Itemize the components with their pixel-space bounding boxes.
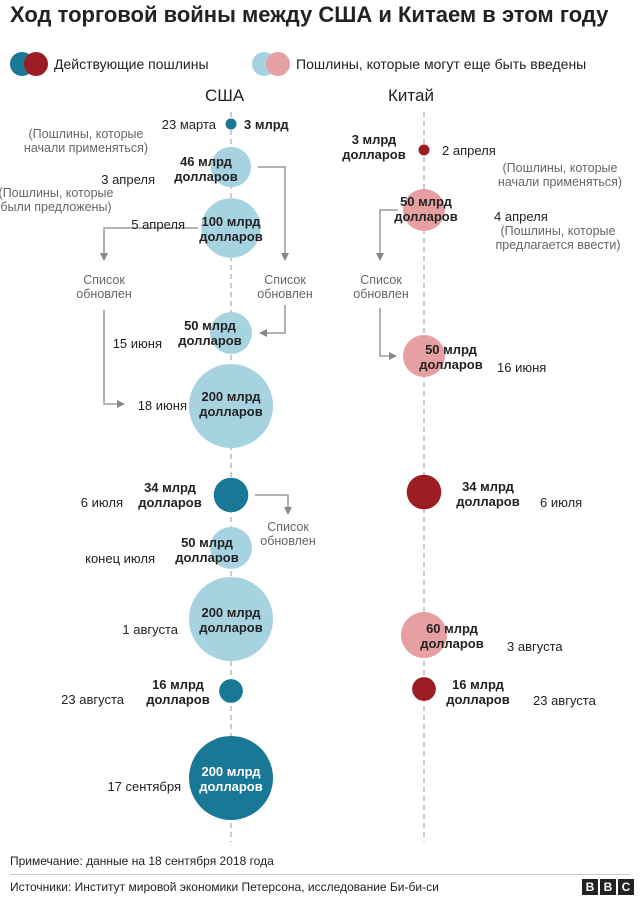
- footnote: Примечание: данные на 18 сентября 2018 г…: [10, 854, 274, 868]
- page-title: Ход торговой войны между США и Китаем в …: [10, 2, 609, 27]
- update-connector-arrow: [379, 308, 397, 360]
- usa-amount-label: 100 млрд долларов: [199, 214, 263, 244]
- china-amount-label: 34 млрд долларов: [456, 479, 520, 509]
- column-head-usa: США: [205, 86, 245, 105]
- usa-tariff-bubble: [210, 312, 252, 354]
- usa-tariff-bubble: [189, 577, 273, 661]
- timeline-diagram: 3 млрд 23 марта 46 млрд долларов 3 апреля 100…: [0, 112, 622, 842]
- legend-active-label: Действующие пошлины: [54, 56, 209, 72]
- china-date-label: 6 июля: [540, 495, 582, 510]
- update-connector-arrow: [100, 227, 198, 261]
- usa-tariff-bubble: [219, 679, 243, 703]
- usa-date-label: 18 июня: [138, 398, 187, 413]
- footer-divider: [10, 874, 630, 875]
- update-connector-arrow: [258, 166, 289, 261]
- usa-date-label: конец июля: [85, 551, 155, 566]
- china-date-label: 2 апреля: [442, 143, 496, 158]
- annotation-list-updated: Список обновлен: [353, 273, 409, 301]
- usa-date-label: 17 сентября: [107, 779, 181, 794]
- annotation-list-updated: Список обновлен: [76, 273, 132, 301]
- china-amount-label: 60 млрд долларов: [420, 621, 484, 651]
- usa-date-label: 23 марта: [162, 117, 217, 132]
- usa-amount-label: 34 млрд долларов: [138, 480, 202, 510]
- annotation-list-updated: Список обновлен: [260, 520, 316, 548]
- column-head-china: Китай: [388, 86, 434, 105]
- update-connector-arrow: [103, 310, 125, 408]
- china-amount-label: 3 млрд долларов: [342, 132, 406, 162]
- usa-date-label: 1 августа: [122, 622, 178, 637]
- usa-tariff-bubble: [210, 527, 252, 569]
- usa-amount-label: 50 млрд долларов: [178, 318, 242, 348]
- usa-date-label: 23 августа: [61, 692, 125, 707]
- usa-tariff-bubble: [189, 736, 273, 820]
- china-tariff-bubble: [403, 189, 445, 231]
- china-date-label: 3 августа: [507, 639, 563, 654]
- usa-amount-label: 46 млрд долларов: [174, 154, 238, 184]
- bbc-logo-letter: B: [600, 879, 616, 895]
- legend-china-proposed-swatch: [266, 52, 290, 76]
- china-amount-label: 16 млрд долларов: [446, 677, 510, 707]
- china-date-label: 4 апреля: [494, 209, 548, 224]
- usa-date-label: 6 июля: [81, 495, 123, 510]
- annotation-china-proposed: (Пошлины, которые предлагается ввести): [496, 224, 621, 252]
- china-date-label: 16 июня: [497, 360, 546, 375]
- usa-date-label: 5 апреля: [131, 217, 185, 232]
- usa-amount-label: 3 млрд: [244, 117, 289, 132]
- update-connector-arrow: [259, 305, 286, 337]
- bbc-logo-letter: C: [618, 879, 634, 895]
- legend-china-active-swatch: [24, 52, 48, 76]
- china-tariff-bubble: [406, 474, 442, 510]
- china-amount-label: 50 млрд долларов: [419, 342, 483, 372]
- china-tariff-bubble: [403, 335, 445, 377]
- usa-amount-label: 200 млрд долларов: [199, 389, 263, 419]
- usa-tariff-bubble: [213, 477, 249, 513]
- china-tariff-bubble: [401, 612, 447, 658]
- china-tariff-bubble: [412, 677, 436, 701]
- annotation-list-updated: Список обновлен: [257, 273, 313, 301]
- usa-tariff-bubble: [210, 146, 252, 188]
- usa-tariff-bubble: [225, 118, 237, 130]
- bbc-logo-letter: B: [582, 879, 598, 895]
- china-date-label: 23 августа: [533, 693, 597, 708]
- update-connector-arrow: [376, 209, 398, 261]
- usa-date-label: 15 июня: [113, 336, 162, 351]
- annotation-usa-proposed: (Пошлины, которые были предложены): [0, 186, 114, 214]
- annotation-usa-started: (Пошлины, которые начали применяться): [24, 127, 148, 155]
- source-credit: Источники: Институт мировой экономики Пе…: [10, 880, 439, 894]
- bbc-logo: B B C: [582, 879, 634, 895]
- china-amount-label: 50 млрд долларов: [394, 194, 458, 224]
- usa-amount-label: 200 млрд долларов: [199, 764, 263, 794]
- annotation-china-started: (Пошлины, которые начали применяться): [498, 161, 622, 189]
- usa-tariff-bubble: [201, 198, 261, 258]
- legend-proposed-label: Пошлины, которые могут еще быть введены: [296, 56, 587, 72]
- china-tariff-bubble: [418, 144, 430, 156]
- usa-tariff-bubble: [189, 364, 273, 448]
- usa-amount-label: 200 млрд долларов: [199, 605, 263, 635]
- update-connector-arrow: [255, 494, 292, 515]
- usa-date-label: 3 апреля: [101, 172, 155, 187]
- usa-amount-label: 16 млрд долларов: [146, 677, 210, 707]
- usa-amount-label: 50 млрд долларов: [175, 535, 239, 565]
